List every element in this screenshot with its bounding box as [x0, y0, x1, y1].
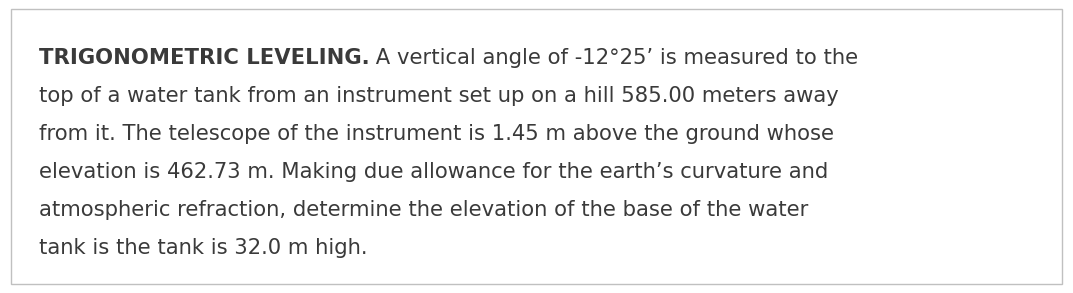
- Text: A vertical angle of -12°25’ is measured to the: A vertical angle of -12°25’ is measured …: [369, 48, 858, 68]
- Text: tank is the tank is 32.0 m high.: tank is the tank is 32.0 m high.: [39, 238, 367, 258]
- Text: top of a water tank from an instrument set up on a hill 585.00 meters away: top of a water tank from an instrument s…: [39, 86, 838, 106]
- Text: from it. The telescope of the instrument is 1.45 m above the ground whose: from it. The telescope of the instrument…: [39, 124, 834, 144]
- Text: atmospheric refraction, determine the elevation of the base of the water: atmospheric refraction, determine the el…: [39, 200, 808, 220]
- Text: TRIGONOMETRIC LEVELING.: TRIGONOMETRIC LEVELING.: [39, 48, 369, 68]
- Text: elevation is 462.73 m. Making due allowance for the earth’s curvature and: elevation is 462.73 m. Making due allowa…: [39, 162, 828, 182]
